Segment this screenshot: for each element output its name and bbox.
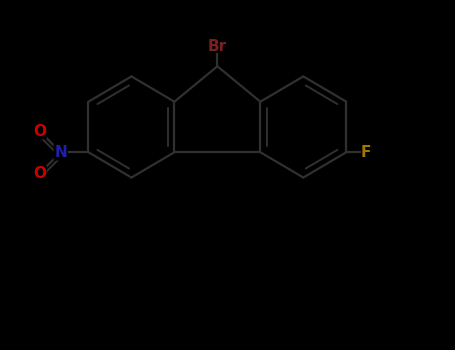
Text: F: F — [360, 145, 371, 160]
Text: O: O — [33, 166, 46, 181]
Text: N: N — [54, 145, 67, 160]
Text: Br: Br — [208, 38, 227, 54]
Text: O: O — [33, 124, 46, 139]
